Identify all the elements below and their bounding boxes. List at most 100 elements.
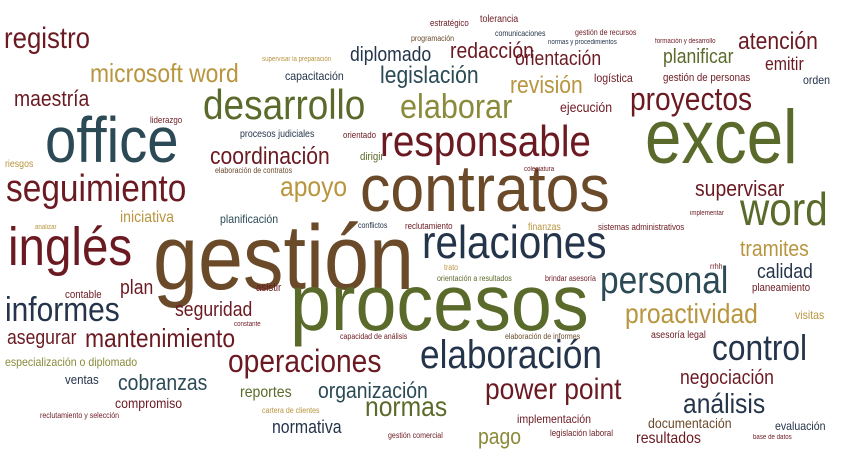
word-supervisar-la-preparacion: supervisar la preparación <box>262 56 332 63</box>
word-analizar: analizar <box>35 224 57 231</box>
word-planificacion: planificación <box>220 212 279 226</box>
word-iniciativa: iniciativa <box>120 209 174 226</box>
word-especializacion-o-diplomado: especialización o diplomado <box>5 355 138 369</box>
word-elaboracion: elaboración <box>420 333 603 377</box>
word-word: word <box>740 183 828 235</box>
word-colegiatura: colegiatura <box>524 166 555 173</box>
word-orden: orden <box>803 73 831 87</box>
word-proyectos: proyectos <box>630 81 753 117</box>
word-control: control <box>712 327 808 368</box>
word-relaciones: relaciones <box>422 216 607 268</box>
word-tramites: tramites <box>740 236 809 261</box>
word-programacion: programación <box>411 34 455 43</box>
word-ejecucion: ejecución <box>560 99 613 115</box>
word-elaboracion-de-informes: elaboración de informes <box>505 332 581 341</box>
word-negociacion: negociación <box>680 367 774 389</box>
word-finanzas: finanzas <box>528 222 561 233</box>
word-reclutamiento-y-seleccion: reclutamiento y selección <box>40 411 120 420</box>
word-revision: revisión <box>510 72 583 99</box>
word-apoyo: apoyo <box>280 171 348 202</box>
word-gestion-de-personas: gestión de personas <box>663 72 751 84</box>
word-atencion: atención <box>738 28 818 55</box>
word-orientacion-a-resultados: orientación a resultados <box>437 274 512 283</box>
word-mantenimiento: mantenimiento <box>85 323 236 353</box>
word-asesoria-legal: asesoría legal <box>651 330 706 341</box>
word-microsoft-word: microsoft word <box>90 58 239 88</box>
word-legislacion-laboral: legislación laboral <box>550 428 613 438</box>
word-legislacion: legislación <box>380 62 479 89</box>
word-elaborar: elaborar <box>400 88 513 126</box>
word-constante: constante <box>234 321 261 328</box>
word-operaciones: operaciones <box>228 343 382 379</box>
word-seguimiento: seguimiento <box>6 168 187 210</box>
word-liderazgo: liderazgo <box>150 115 183 125</box>
word-cartera-de-clientes: cartera de clientes <box>262 406 320 415</box>
word-maestria: maestría <box>14 86 90 111</box>
word-personal: personal <box>600 260 729 302</box>
word-logistica: logística <box>594 71 633 85</box>
word-implementar: implementar <box>690 210 724 217</box>
word-compromiso: compromiso <box>115 395 183 411</box>
word-orientado: orientado <box>343 130 377 140</box>
word-plan: plan <box>120 277 154 299</box>
word-calidad: calidad <box>757 261 813 283</box>
word-rrhh: rrhh <box>710 262 723 271</box>
word-riesgos: riesgos <box>5 159 34 170</box>
word-formacion-y-desarrollo: formación y desarrollo <box>655 38 716 45</box>
word-diplomado: diplomado <box>350 44 432 66</box>
word-normas: normas <box>365 391 448 422</box>
word-power-point: power point <box>485 373 622 406</box>
word-pago: pago <box>478 424 522 449</box>
word-brindar-asesoria: brindar asesoría <box>545 274 596 283</box>
word-coordinacion: coordinación <box>210 143 330 170</box>
word-planificar: planificar <box>663 46 734 68</box>
word-supervisar: supervisar <box>695 176 785 201</box>
word-capacidad-de-analisis: capacidad de análisis <box>340 332 408 341</box>
word-contable: contable <box>65 289 102 301</box>
word-conflictos: conflictos <box>358 221 388 230</box>
word-normativa: normativa <box>272 417 342 437</box>
word-analisis: análisis <box>683 388 766 419</box>
word-gestion: gestión <box>153 207 415 309</box>
word-excel: excel <box>645 95 798 180</box>
word-trato: trato <box>444 263 459 272</box>
word-reportes: reportes <box>240 384 292 401</box>
word-ingles: inglés <box>8 217 133 277</box>
word-ventas: ventas <box>65 372 99 387</box>
word-normas-y-procedimientos: normas y procedimientos <box>548 39 617 46</box>
word-seguridad: seguridad <box>175 299 253 321</box>
word-dirigir: dirigir <box>360 151 384 163</box>
word-asistir: asistir <box>256 282 282 294</box>
word-redaccion: redacción <box>450 38 534 63</box>
word-evaluacion: evaluación <box>775 419 826 433</box>
word-gestion-comercial: gestión comercial <box>388 431 443 440</box>
word-emitir: emitir <box>765 54 804 74</box>
word-contratos: contratos <box>360 151 610 225</box>
word-desarrollo: desarrollo <box>203 81 366 128</box>
word-asegurar: asegurar <box>7 327 77 349</box>
word-implementacion: implementación <box>517 412 591 426</box>
word-elaboracion-de-contratos: elaboración de contratos <box>215 166 293 175</box>
word-orientacion: orientación <box>515 48 602 70</box>
word-reclutamiento: reclutamiento <box>405 221 453 231</box>
word-capacitacion: capacitación <box>285 69 344 83</box>
word-informes: informes <box>5 291 120 329</box>
word-tolerancia: tolerancia <box>480 14 519 25</box>
word-sistemas-administrativos: sistemas administrativos <box>598 222 685 232</box>
word-base-de-datos: base de datos <box>753 434 792 441</box>
word-gestion-de-recursos: gestión de recursos <box>575 28 637 37</box>
word-organizacion: organización <box>318 378 428 403</box>
word-visitas: visitas <box>795 308 825 322</box>
word-registro: registro <box>4 22 91 55</box>
word-estrategico: estratégico <box>430 18 469 28</box>
word-proactividad: proactividad <box>625 298 758 329</box>
word-procesos-judiciales: procesos judiciales <box>240 129 315 140</box>
word-procesos: procesos <box>290 258 589 347</box>
word-office: office <box>45 104 179 176</box>
word-planeamiento: planeamiento <box>752 282 811 294</box>
word-resultados: resultados <box>636 430 701 447</box>
word-cobranzas: cobranzas <box>118 370 208 395</box>
word-documentacion: documentación <box>648 415 732 431</box>
word-responsable: responsable <box>380 117 591 166</box>
